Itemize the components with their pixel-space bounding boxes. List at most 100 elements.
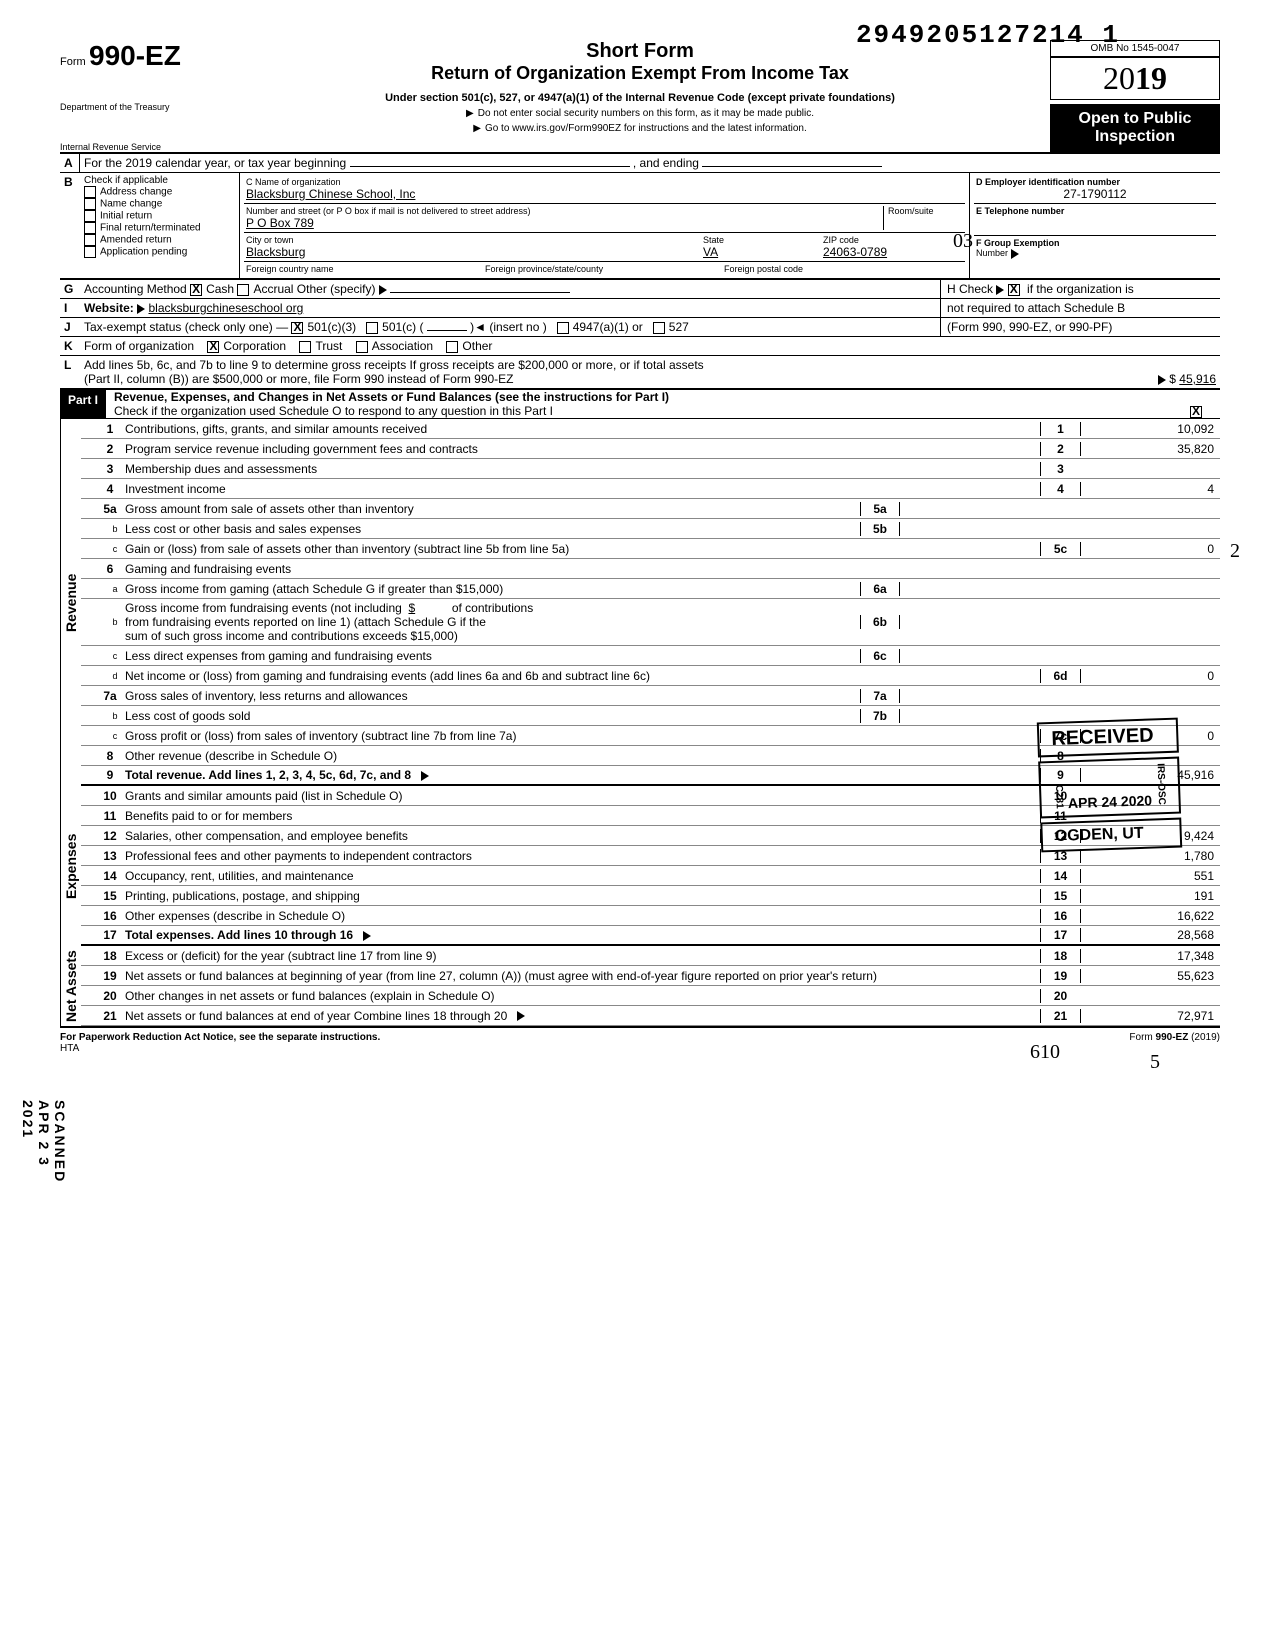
accounting-method: Accounting Method Cash Accrual Other (sp… [80, 280, 940, 298]
line-h: H Check if the organization is [940, 280, 1220, 298]
cb-other-org[interactable] [446, 341, 458, 353]
c-label: C Name of organization [246, 177, 963, 187]
form-number: 990-EZ [89, 40, 181, 71]
amt-21: 72,971 [1080, 1009, 1220, 1023]
form-id-box: Form 990-EZ Department of the Treasury I… [60, 40, 230, 152]
foreign-postal-label: Foreign postal code [724, 264, 963, 274]
cb-cash[interactable] [190, 284, 202, 296]
cb-initial-return[interactable]: Initial return [84, 210, 235, 222]
form-page: 2949205127214 1 SCANNED APR 2 3 2021 For… [0, 0, 1280, 1094]
amt-19: 55,623 [1080, 969, 1220, 983]
cb-name-change[interactable]: Name change [84, 198, 235, 210]
part1-header-row: Part I Revenue, Expenses, and Changes in… [60, 390, 1220, 419]
amt-4: 4 [1080, 482, 1220, 496]
part1-label: Part I [60, 390, 106, 418]
website: blacksburgchineseschool org [148, 301, 303, 315]
amt-6d: 0 [1080, 669, 1220, 683]
hw-2: 2 [1230, 540, 1240, 563]
cb-corporation[interactable] [207, 341, 219, 353]
org-address: P O Box 789 [246, 216, 883, 230]
ogden-text: OGDEN, UT [1040, 817, 1182, 852]
line-h-cont: not required to attach Schedule B [940, 299, 1220, 317]
dept-irs: Internal Revenue Service [60, 142, 220, 152]
cb-address-change[interactable]: Address change [84, 186, 235, 198]
tax-year: 2019 [1050, 57, 1220, 100]
form-ref: Form 990-EZ (2019) [1129, 1032, 1220, 1043]
year-box: OMB No 1545-0047 2019 Open to Public Ins… [1050, 40, 1220, 152]
letter-g: G [60, 280, 80, 298]
entity-block: B Check if applicable Address change Nam… [60, 173, 1220, 280]
foreign-prov-label: Foreign province/state/county [485, 264, 724, 274]
expenses-label: Expenses [60, 786, 81, 946]
city-label: City or town [246, 235, 703, 245]
form-of-org: Form of organization Corporation Trust A… [80, 337, 1220, 355]
revenue-label: Revenue [60, 419, 81, 786]
scanned-stamp: SCANNED APR 2 3 2021 [20, 1100, 68, 1183]
dept-treasury: Department of the Treasury [60, 102, 220, 112]
open-line2: Inspection [1054, 128, 1216, 146]
received-stamp: RECEIVED C281 APR 24 2020 IRS-OSC OGDEN,… [1036, 718, 1182, 853]
amt-1: 10,092 [1080, 422, 1220, 436]
cb-accrual[interactable] [237, 284, 249, 296]
cb-501c3[interactable] [291, 322, 303, 334]
cb-4947[interactable] [557, 322, 569, 334]
amt-15: 191 [1080, 889, 1220, 903]
cb-application-pending[interactable]: Application pending [84, 246, 235, 258]
state-label: State [703, 235, 823, 245]
checkbox-column: Check if applicable Address change Name … [80, 173, 240, 278]
letter-k: K [60, 337, 80, 355]
entity-info: C Name of organization Blacksburg Chines… [240, 173, 970, 278]
room-label: Room/suite [888, 206, 963, 216]
e-label: E Telephone number [976, 206, 1214, 216]
amt-5c: 0 [1080, 542, 1220, 556]
cb-schedule-o[interactable] [1190, 406, 1202, 418]
amt-2: 35,820 [1080, 442, 1220, 456]
f-sub: Number [976, 248, 1214, 259]
year-prefix: 20 [1103, 60, 1135, 96]
form-header: Form 990-EZ Department of the Treasury I… [60, 40, 1220, 154]
hw-5: 5 [1150, 1051, 1160, 1074]
line-l-text: Add lines 5b, 6c, and 7b to line 9 to de… [80, 356, 1220, 388]
part1-title-block: Revenue, Expenses, and Changes in Net As… [106, 390, 1220, 418]
hw-610: 610 [1030, 1041, 1060, 1064]
open-public: Open to Public Inspection [1050, 104, 1220, 152]
org-city: Blacksburg [246, 245, 703, 259]
foreign-country-label: Foreign country name [246, 264, 485, 274]
cb-527[interactable] [653, 322, 665, 334]
amt-14: 551 [1080, 869, 1220, 883]
hta: HTA [60, 1043, 79, 1054]
part1-check-text: Check if the organization used Schedule … [114, 404, 1190, 418]
dln-number: 2949205127214 1 [856, 20, 1120, 50]
received-date-row: C281 APR 24 2020 IRS-OSC [1038, 757, 1181, 819]
ein: 27-1790112 [976, 187, 1214, 201]
main-title: Return of Organization Exempt From Incom… [240, 63, 1040, 84]
form-prefix: Form [60, 56, 86, 68]
line-i: I Website: blacksburgchineseschool org n… [60, 299, 1220, 318]
letter-i: I [60, 299, 80, 317]
cb-501c[interactable] [366, 322, 378, 334]
letter-b: B [60, 173, 80, 278]
cb-schedule-b[interactable] [1008, 284, 1020, 296]
line-k: K Form of organization Corporation Trust… [60, 337, 1220, 356]
zip-label: ZIP code [823, 235, 963, 245]
zip-handwritten: 03 [953, 230, 973, 253]
org-zip: 24063-0789 [823, 245, 963, 259]
cb-association[interactable] [356, 341, 368, 353]
subtitle: Under section 501(c), 527, or 4947(a)(1)… [240, 92, 1040, 104]
gross-receipts: 45,916 [1179, 372, 1216, 386]
letter-j: J [60, 318, 80, 336]
line-a: A For the 2019 calendar year, or tax yea… [60, 154, 1220, 173]
letter-l: L [60, 356, 80, 388]
website-row: Website: blacksburgchineseschool org [80, 299, 940, 317]
cb-amended[interactable]: Amended return [84, 234, 235, 246]
goto-instr: Go to www.irs.gov/Form990EZ for instruct… [240, 123, 1040, 134]
line-gh: G Accounting Method Cash Accrual Other (… [60, 280, 1220, 299]
line-j: J Tax-exempt status (check only one) — 5… [60, 318, 1220, 337]
received-text: RECEIVED [1036, 718, 1178, 758]
cb-trust[interactable] [299, 341, 311, 353]
cb-final-return[interactable]: Final return/terminated [84, 222, 235, 234]
org-name: Blacksburg Chinese School, Inc [246, 187, 963, 201]
f-label: F Group Exemption [976, 238, 1214, 248]
title-box: Short Form Return of Organization Exempt… [230, 40, 1050, 134]
paperwork-notice: For Paperwork Reduction Act Notice, see … [60, 1032, 380, 1043]
